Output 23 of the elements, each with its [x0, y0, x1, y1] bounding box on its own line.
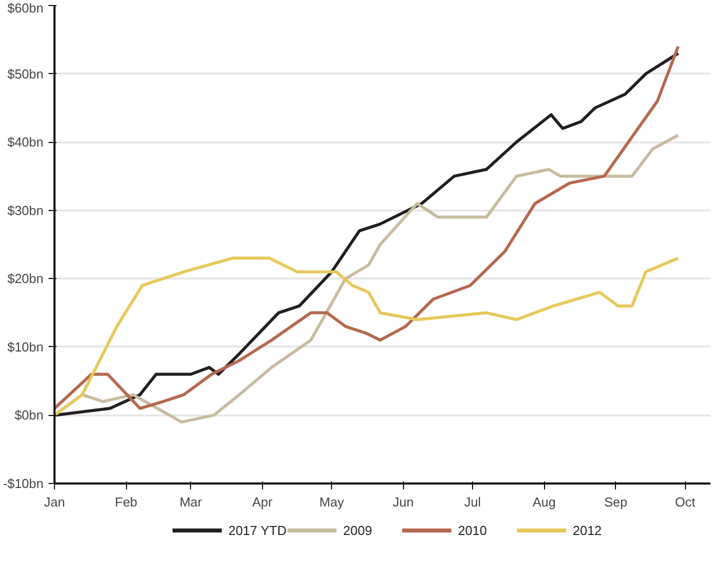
x-tick-label: Feb	[114, 494, 138, 510]
x-tick-label: Mar	[180, 494, 203, 510]
legend-label: 2012	[572, 523, 602, 538]
y-tick-label: $0bn	[14, 408, 44, 423]
x-tick-label: Sep	[604, 494, 628, 510]
legend-label: 2017 YTD	[228, 523, 287, 538]
x-tick-label: May	[319, 494, 344, 510]
legend-label: 2009	[343, 523, 372, 538]
line-series	[54, 256, 680, 417]
x-tick-label: Jun	[392, 494, 414, 510]
x-tick-label: Aug	[532, 494, 556, 510]
y-tick-label: $50bn	[7, 66, 44, 82]
x-tick-label: Oct	[674, 494, 696, 510]
y-tick-label: $30bn	[7, 202, 44, 218]
y-tick-label: -$10bn	[3, 476, 44, 491]
x-tick-label: Apr	[252, 494, 274, 510]
legend-label: 2010	[458, 523, 487, 538]
x-tick-label: Jul	[464, 494, 482, 510]
y-tick-label: $40bn	[7, 134, 44, 150]
y-tick-label: $20bn	[7, 271, 44, 286]
y-tick-label: $10bn	[7, 339, 44, 354]
x-tick-label: Jan	[44, 494, 65, 510]
y-tick-label: $60bn	[7, 0, 44, 16]
